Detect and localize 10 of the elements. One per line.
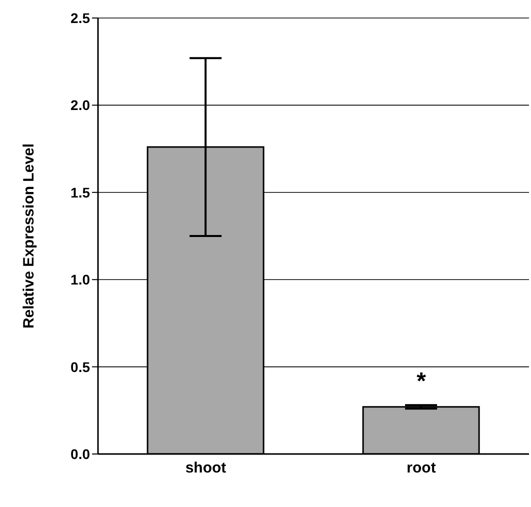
annotation: *	[416, 368, 427, 395]
y-tick-label: 0.5	[70, 358, 90, 375]
y-tick-label: 0.0	[70, 446, 90, 462]
x-tick-label: root	[406, 460, 436, 477]
y-tick-label: 1.0	[70, 272, 90, 288]
y-tick-label: 2.5	[70, 10, 90, 26]
y-axis-title: Relative Expression Level	[20, 143, 38, 329]
y-tick-label: 1.5	[70, 184, 90, 200]
x-tick-label: shoot	[185, 460, 226, 477]
y-tick-label: 2.0	[70, 97, 90, 114]
